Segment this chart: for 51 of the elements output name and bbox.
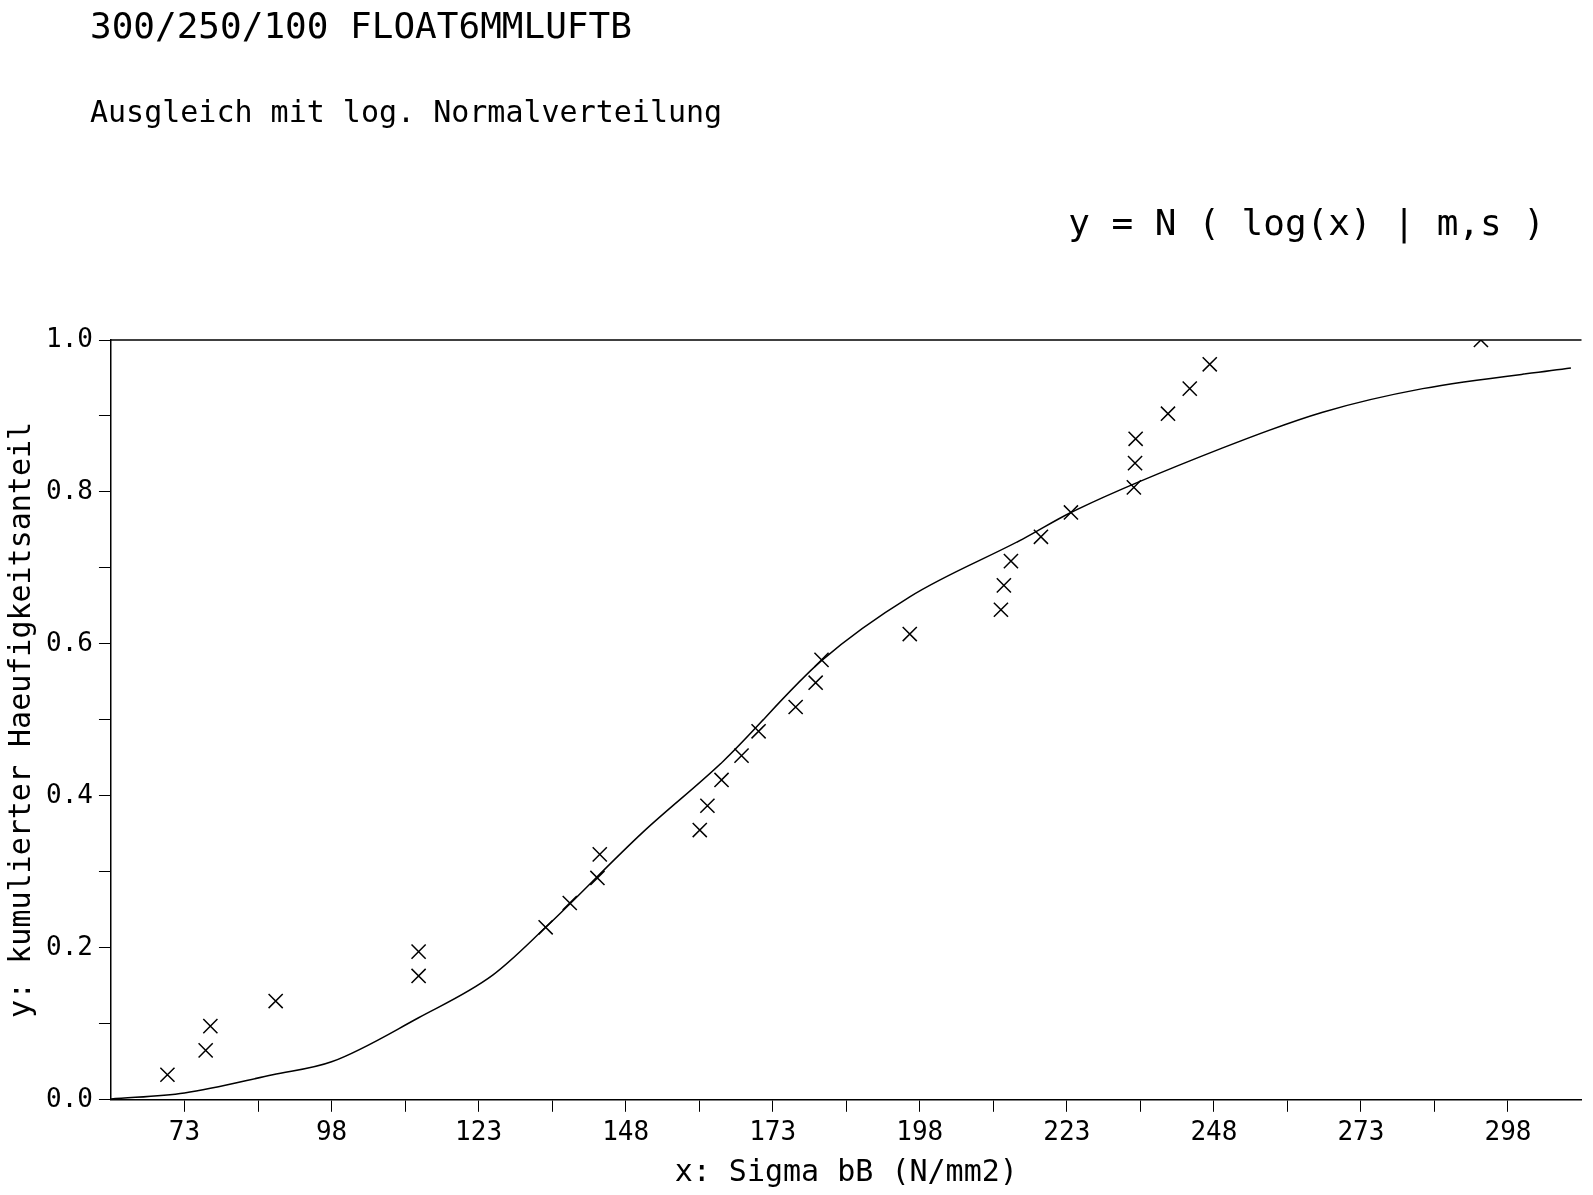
point — [996, 577, 1012, 594]
point — [733, 747, 750, 764]
point — [1181, 380, 1198, 397]
x-tick-label: 173 — [749, 1116, 797, 1147]
point — [691, 822, 708, 838]
x-tick-label: 73 — [168, 1116, 201, 1147]
point — [410, 968, 427, 984]
y-tick-label: 1.0 — [45, 322, 93, 353]
y-tick-label: 0.6 — [45, 626, 93, 657]
point — [807, 674, 824, 691]
x-tick-label: 123 — [455, 1116, 503, 1147]
y-tick-label: 0.0 — [45, 1082, 93, 1113]
point — [1201, 356, 1218, 373]
point — [561, 895, 578, 911]
y-tick-label: 0.2 — [45, 930, 93, 961]
point — [1127, 430, 1144, 447]
point — [1033, 528, 1049, 545]
x-tick-label: 273 — [1337, 1116, 1385, 1147]
point — [901, 626, 918, 642]
point — [410, 943, 427, 960]
point — [787, 699, 804, 715]
point — [1003, 553, 1019, 569]
point — [267, 993, 284, 1009]
x-axis-title: x: Sigma bB (N/mm2) — [674, 1152, 1018, 1188]
chart-title: 300/250/100 FLOAT6MMLUFTB — [90, 5, 632, 46]
chart-subtitle: Ausgleich mit log. Normalverteilung — [90, 94, 723, 129]
y-tick-label: 0.8 — [45, 474, 93, 505]
x-tick-label: 198 — [896, 1116, 944, 1147]
point — [591, 846, 608, 863]
point — [537, 919, 554, 936]
point — [159, 1066, 176, 1083]
y-axis-title: y: kumulierter Haeufigkeitsanteil — [1, 421, 37, 1018]
point — [713, 772, 730, 788]
point — [1126, 479, 1142, 496]
text: y = N ( log(x) | m,s ) — [1068, 202, 1545, 244]
point — [197, 1042, 214, 1059]
point — [1127, 455, 1143, 471]
point — [993, 601, 1009, 618]
x-tick-label: 223 — [1043, 1116, 1091, 1147]
point — [1160, 405, 1176, 422]
x-tick-label: 98 — [315, 1116, 348, 1147]
point — [1063, 504, 1079, 521]
point — [699, 797, 716, 814]
x-tick-label: 148 — [602, 1116, 650, 1147]
y-tick-label: 0.4 — [45, 778, 93, 809]
point — [813, 652, 830, 668]
point — [589, 870, 606, 886]
x-tick-label: 298 — [1484, 1116, 1532, 1147]
point — [202, 1018, 219, 1034]
point — [750, 723, 767, 740]
x-tick-label: 248 — [1190, 1116, 1238, 1147]
